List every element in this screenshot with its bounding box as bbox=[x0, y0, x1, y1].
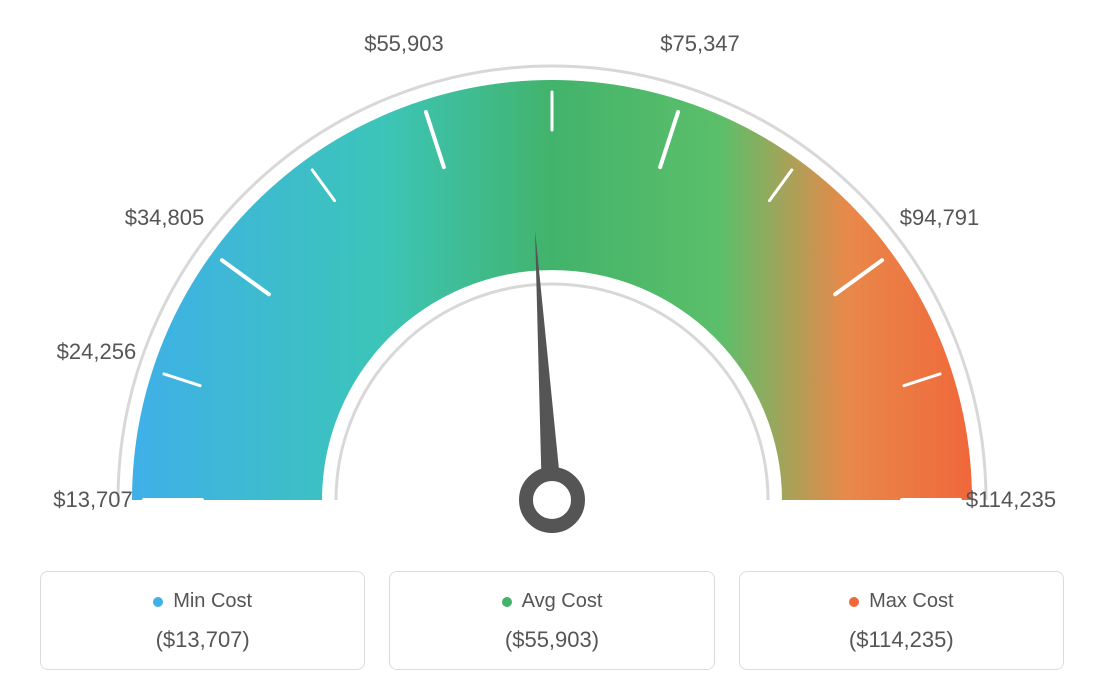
avg-cost-title-row: Avg Cost bbox=[502, 590, 603, 613]
max-dot-icon bbox=[849, 597, 859, 607]
gauge-tick-label: $13,707 bbox=[53, 487, 133, 513]
chart-container: $13,707 $24,256 $34,805 $55,903 $75,347 $94,7… bbox=[0, 0, 1104, 690]
max-cost-value: ($114,235) bbox=[740, 627, 1063, 653]
max-cost-title: Max Cost bbox=[869, 590, 953, 613]
summary-cards: Min Cost ($13,707) Avg Cost ($55,903) Ma… bbox=[40, 571, 1064, 670]
gauge-tick-label: $75,347 bbox=[660, 31, 740, 57]
min-cost-value: ($13,707) bbox=[41, 627, 364, 653]
max-cost-title-row: Max Cost bbox=[849, 590, 953, 613]
gauge-tick-label: $94,791 bbox=[900, 205, 980, 231]
max-cost-card: Max Cost ($114,235) bbox=[739, 571, 1064, 670]
min-cost-title-row: Min Cost bbox=[153, 590, 252, 613]
avg-dot-icon bbox=[502, 597, 512, 607]
gauge-svg bbox=[0, 0, 1104, 540]
gauge-tick-label: $24,256 bbox=[57, 339, 137, 365]
avg-cost-value: ($55,903) bbox=[390, 627, 713, 653]
min-cost-title: Min Cost bbox=[173, 590, 252, 613]
min-dot-icon bbox=[153, 597, 163, 607]
gauge-area: $13,707 $24,256 $34,805 $55,903 $75,347 $94,7… bbox=[0, 0, 1104, 540]
gauge-tick-label: $114,235 bbox=[966, 487, 1056, 513]
min-cost-card: Min Cost ($13,707) bbox=[40, 571, 365, 670]
avg-cost-title: Avg Cost bbox=[522, 590, 603, 613]
gauge-tick-label: $34,805 bbox=[125, 205, 205, 231]
gauge-tick-label: $55,903 bbox=[364, 31, 444, 57]
avg-cost-card: Avg Cost ($55,903) bbox=[389, 571, 714, 670]
